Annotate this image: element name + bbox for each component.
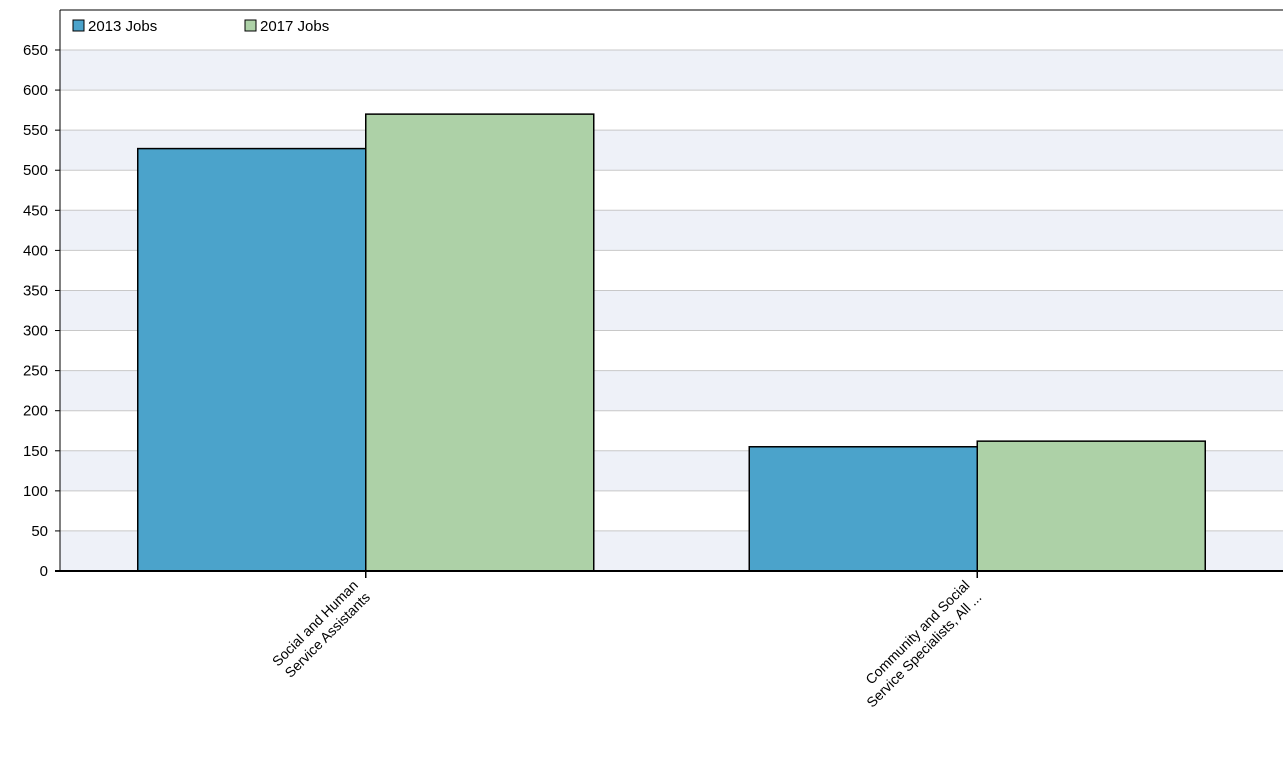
y-tick-label: 400 [23, 242, 48, 259]
y-tick-label: 250 [23, 363, 48, 380]
y-tick-label: 100 [23, 483, 48, 500]
x-category-label-line: Service Specialists, All ... [863, 589, 984, 710]
bars [137, 113, 1206, 572]
background-band [60, 50, 1283, 91]
y-tick-label: 200 [23, 403, 48, 420]
y-tick-label: 150 [23, 443, 48, 460]
legend-swatch [72, 19, 85, 32]
bar-2017-jobs [365, 113, 595, 572]
legend: 2013 Jobs 2017 Jobs [72, 18, 329, 35]
y-tick-label: 0 [40, 563, 48, 580]
y-tick-label: 350 [23, 282, 48, 299]
y-tick-label: 500 [23, 162, 48, 179]
legend-label: 2013 Jobs [88, 18, 157, 35]
y-tick-label: 50 [31, 523, 48, 540]
bar-2013-jobs [137, 147, 367, 572]
legend-swatch [244, 19, 257, 32]
y-tick-label: 300 [23, 323, 48, 340]
y-tick-label: 650 [23, 42, 48, 59]
y-tick-label: 450 [23, 202, 48, 219]
y-tick-label: 550 [23, 122, 48, 139]
x-category-label-line: Community and Social [862, 577, 972, 687]
y-tick-label: 600 [23, 82, 48, 99]
bar-2013-jobs [748, 446, 978, 572]
legend-label: 2017 Jobs [260, 18, 329, 35]
background-band [60, 10, 1283, 50]
background-band [60, 90, 1283, 131]
y-axis-ticks: 0 50 100 150 200 250 300 350 400 450 500 550 600 650 [23, 42, 60, 580]
bar-2017-jobs [976, 440, 1206, 572]
